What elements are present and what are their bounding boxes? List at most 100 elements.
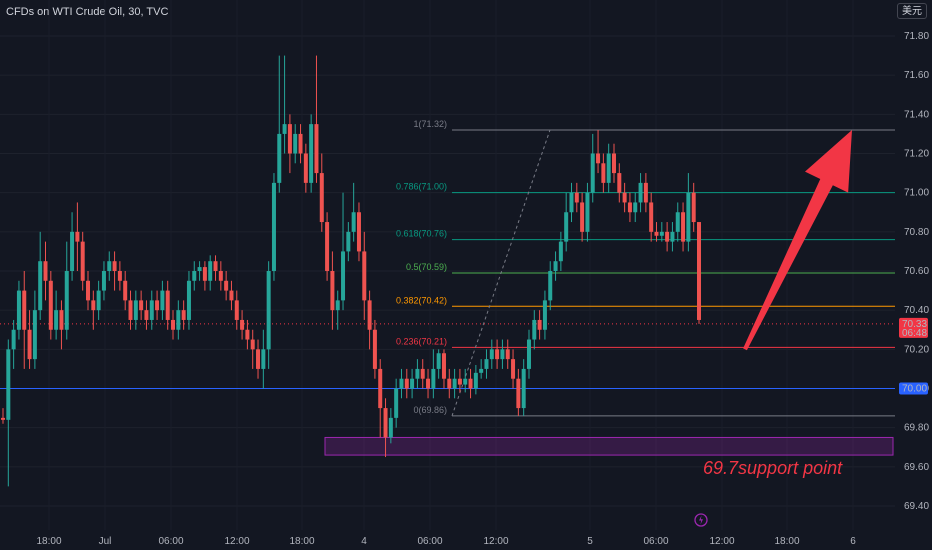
candle-body — [697, 222, 701, 320]
price-tick-label: 71.80 — [904, 31, 929, 42]
candle-body — [601, 163, 606, 183]
candle-body — [351, 212, 356, 232]
arrow-shape — [743, 130, 852, 351]
candle-body — [11, 329, 16, 350]
candle-body — [548, 271, 553, 301]
candle-body — [325, 222, 330, 271]
candle-body — [70, 231, 75, 271]
candle-body — [362, 251, 367, 301]
candle-body — [282, 124, 287, 134]
candle-body — [176, 310, 181, 330]
candle-body — [133, 300, 138, 320]
candle-body — [303, 153, 308, 183]
currency-selector[interactable]: 美元 — [897, 3, 927, 19]
candle-body — [611, 153, 616, 174]
candle-body — [234, 300, 239, 320]
price-tick-label: 69.40 — [904, 501, 929, 512]
candle-body — [256, 349, 261, 369]
candle-body — [117, 271, 122, 281]
candle-body — [388, 417, 393, 438]
price-tick-label: 70.20 — [904, 344, 929, 355]
candle-body — [441, 353, 446, 379]
candle-body — [681, 212, 686, 242]
candle-body — [192, 271, 197, 281]
candle-body — [181, 310, 186, 320]
price-tick-label: 71.00 — [904, 188, 929, 199]
time-tick-label: 12:00 — [224, 536, 249, 547]
candle-body — [319, 173, 324, 223]
candle-body — [654, 231, 659, 236]
candle-body — [420, 368, 425, 379]
support-zone-rect — [324, 436, 894, 456]
candle-body — [155, 300, 160, 311]
candle-body — [64, 271, 69, 330]
candle-body — [293, 133, 298, 154]
candle-body — [580, 202, 585, 232]
candle-body — [564, 212, 569, 242]
candle-body — [261, 349, 266, 369]
candle-body — [511, 359, 516, 379]
fib-level-label: 0.786(71.00) — [396, 182, 447, 192]
candle-body — [410, 378, 415, 389]
price-tick-label: 71.20 — [904, 149, 929, 160]
price-tick-label: 70.60 — [904, 266, 929, 277]
candle-body — [463, 378, 468, 385]
candle-body — [123, 280, 128, 301]
candle-body — [80, 241, 85, 281]
candle-body — [452, 378, 457, 389]
price-tick-label: 69.60 — [904, 462, 929, 473]
candle-body — [16, 290, 21, 330]
price-axis[interactable]: 71.80 71.60 71.40 71.20 71.00 70.80 70.60 70.40… — [904, 31, 929, 512]
candle-body — [250, 339, 255, 350]
candle-body — [542, 300, 547, 330]
candle-body — [271, 182, 276, 271]
price-tick-label: 71.40 — [904, 109, 929, 120]
candle-body — [622, 192, 627, 203]
candle-body — [479, 368, 484, 373]
candle-body — [404, 378, 409, 389]
candle-body — [457, 378, 462, 385]
fib-level-label: 0.618(70.76) — [396, 229, 447, 239]
candle-body — [277, 133, 282, 183]
candle-body — [91, 300, 96, 311]
candle-body — [139, 300, 144, 311]
candle-body — [649, 202, 654, 232]
candle-body — [484, 359, 489, 369]
candle-body — [213, 261, 218, 271]
fibonacci-retracement: 1(71.32) 0.786(71.00) 0.618(70.76) 0.5(70.5… — [396, 119, 895, 417]
candle-body — [495, 349, 500, 360]
up-arrow — [743, 130, 852, 351]
candle-body — [335, 300, 340, 311]
candle-body — [383, 408, 388, 438]
price-tick-label: 71.60 — [904, 70, 929, 81]
price-label-countdown: 06:48 — [902, 328, 927, 339]
candle-body — [378, 368, 383, 409]
candle-body — [6, 349, 11, 420]
candle-body — [665, 231, 670, 242]
candle-body — [59, 310, 64, 330]
price-tick-label: 70.40 — [904, 305, 929, 316]
candle-body — [298, 133, 303, 154]
candle-body — [574, 192, 579, 203]
time-axis[interactable]: 18:00 Jul 06:00 12:00 18:00 4 06:00 12:00 5 06:00… — [36, 536, 856, 547]
candle-body — [468, 378, 473, 389]
candle-body — [569, 192, 574, 213]
candle-body — [532, 319, 537, 340]
chart-title: CFDs on WTI Crude Oil, 30, TVC — [6, 6, 169, 18]
price-tick-label: 70.80 — [904, 227, 929, 238]
candle-body — [627, 202, 632, 213]
candle-body — [633, 202, 638, 213]
candle-body — [526, 339, 531, 369]
candle-body — [394, 388, 399, 418]
price-label-bg — [899, 317, 928, 338]
candle-body — [144, 310, 149, 320]
replay-icon[interactable] — [693, 512, 709, 528]
candle-body — [186, 280, 191, 320]
time-tick-label: 4 — [361, 536, 367, 547]
candle-body — [107, 261, 112, 271]
candle-body — [86, 280, 91, 301]
candle-body — [372, 329, 377, 369]
candle-body — [606, 153, 611, 183]
candle-body — [356, 212, 361, 252]
